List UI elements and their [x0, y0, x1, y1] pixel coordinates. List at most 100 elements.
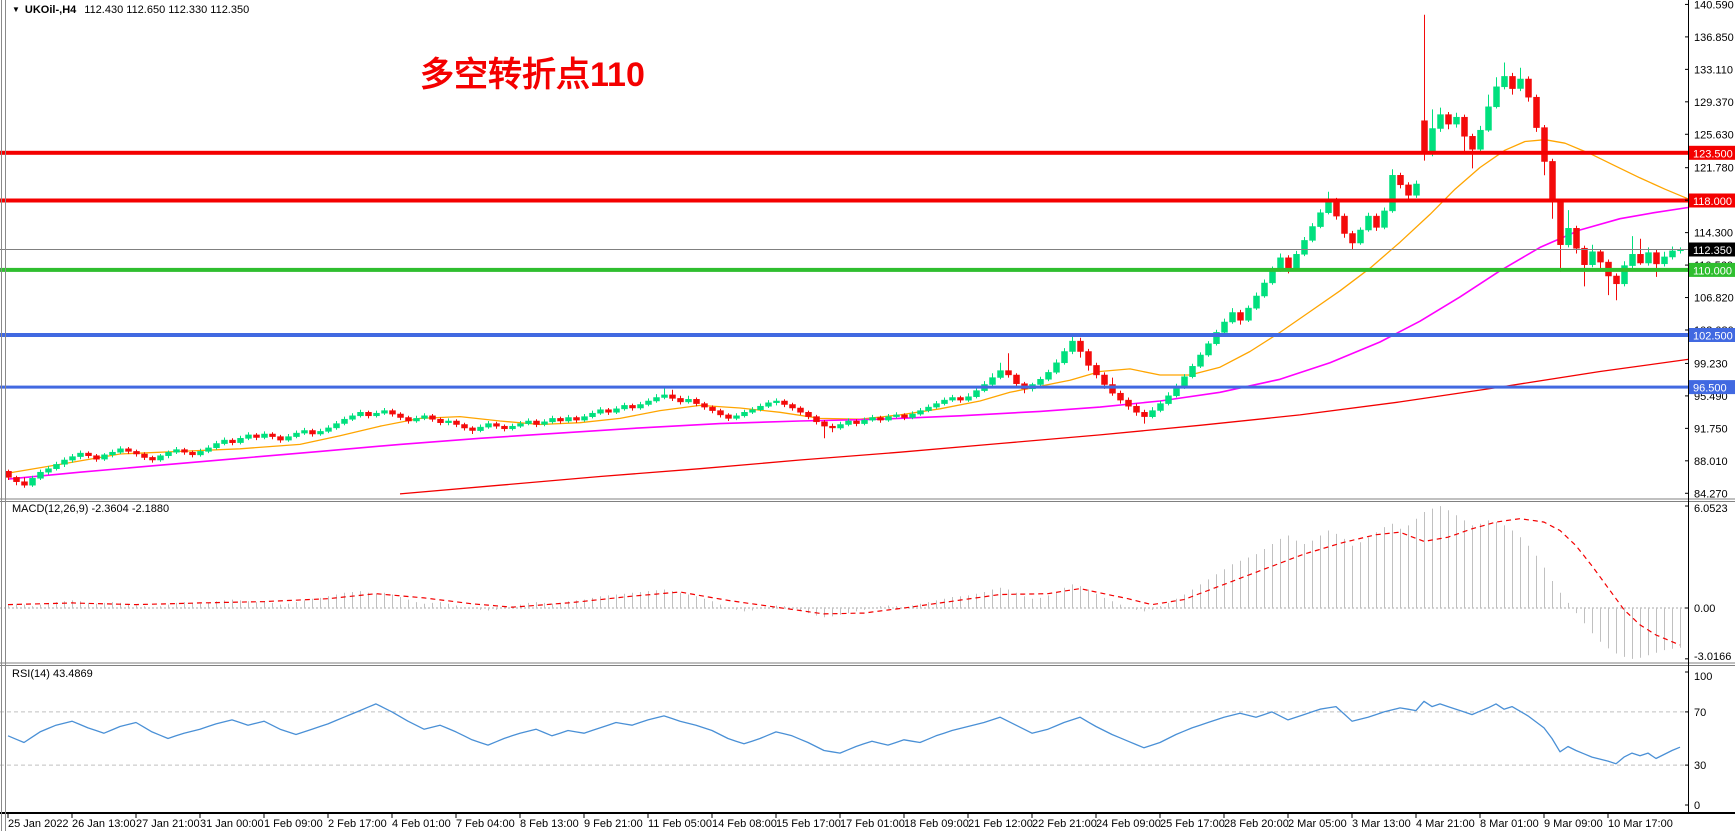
candle-down — [397, 413, 404, 418]
candle-down — [1597, 251, 1604, 263]
price-badge-label: 102.500 — [1693, 331, 1733, 343]
price-badge-118.000 — [1689, 193, 1735, 208]
candle-up — [637, 404, 644, 409]
macd-panel[interactable] — [0, 502, 1688, 663]
price-axis-label: 125.630 — [1694, 129, 1734, 141]
candle-down — [1397, 175, 1404, 186]
price-badge-label: 112.350 — [1693, 245, 1732, 257]
candle-up — [245, 434, 252, 439]
candle-up — [117, 448, 124, 453]
candle-up — [477, 426, 484, 431]
price-axis-label: 88.010 — [1694, 456, 1728, 468]
candle-up — [1309, 226, 1316, 241]
candle-up — [653, 397, 660, 402]
candle-up — [1621, 265, 1628, 285]
candle-down — [189, 451, 196, 456]
candle-up — [1429, 128, 1436, 154]
candle-up — [157, 455, 164, 461]
candle-up — [965, 396, 972, 401]
time-axis-label: 25 Jan 2022 — [8, 818, 69, 830]
candle-down — [1509, 76, 1516, 89]
candle-down — [789, 404, 796, 409]
candle-up — [301, 430, 308, 434]
pivot-110-line[interactable] — [0, 267, 1688, 272]
time-axis-label: 7 Feb 04:00 — [456, 818, 515, 830]
time-axis-label: 8 Mar 01:00 — [1480, 818, 1539, 830]
time-axis-label: 17 Feb 01:00 — [840, 818, 905, 830]
candle-down — [1405, 184, 1412, 196]
candle-down — [141, 453, 148, 458]
resistance-118-line[interactable] — [0, 198, 1688, 203]
candle-up — [1389, 175, 1396, 212]
candle-up — [1477, 129, 1484, 150]
candle-down — [1093, 365, 1100, 376]
macd-indicator-label: MACD(12,26,9) -2.3604 -2.1880 — [12, 503, 170, 515]
candle-down — [1117, 392, 1124, 401]
candle-up — [285, 436, 292, 441]
support-96.5-line[interactable] — [0, 385, 1688, 389]
candle-down — [1421, 120, 1428, 154]
candle-up — [69, 456, 76, 461]
candle-down — [277, 436, 284, 441]
price-axis-label: 84.270 — [1694, 488, 1728, 500]
candle-up — [61, 459, 68, 465]
resistance-123.5-line[interactable] — [0, 150, 1688, 155]
candle-up — [213, 443, 220, 449]
candle-down — [1013, 374, 1020, 384]
candle-up — [1437, 114, 1444, 129]
candle-down — [1549, 161, 1556, 203]
candle-down — [429, 415, 436, 420]
candle-up — [381, 410, 388, 414]
candle-up — [445, 420, 452, 423]
ma-slow-red — [399, 358, 1689, 495]
candle-down — [1237, 312, 1244, 321]
candle-down — [1469, 136, 1476, 150]
candle-up — [597, 409, 604, 414]
candle-up — [973, 390, 980, 397]
price-axis-label: 136.850 — [1694, 32, 1734, 44]
candle-up — [869, 417, 876, 421]
candle-up — [565, 417, 572, 422]
price-axis-label: 129.370 — [1694, 97, 1734, 109]
candle-up — [53, 464, 60, 469]
candle-up — [1197, 354, 1204, 367]
candle-down — [813, 416, 820, 423]
candle-up — [773, 400, 780, 403]
candle-up — [581, 416, 588, 421]
candle-up — [1221, 321, 1228, 333]
candle-up — [1189, 366, 1196, 377]
macd-axis-label: -3.0166 — [1694, 651, 1731, 663]
price-badge-112.350 — [1689, 242, 1735, 257]
candle-up — [109, 451, 116, 456]
candle-down — [901, 414, 908, 418]
candle-down — [669, 394, 676, 399]
candle-up — [1413, 183, 1420, 196]
time-axis-label: 2 Mar 05:00 — [1288, 818, 1347, 830]
candle-up — [525, 420, 532, 424]
candle-up — [621, 405, 628, 410]
candle-up — [1501, 76, 1508, 88]
symbol-header[interactable]: ▼ UKOil-,H4 112.430 112.650 112.330 112.35… — [12, 4, 249, 16]
candle-down — [229, 439, 236, 443]
candle-up — [1669, 250, 1676, 258]
symbol-ohlc-values: 112.430 112.650 112.330 112.350 — [84, 4, 250, 16]
time-axis-label: 14 Feb 08:00 — [712, 818, 777, 830]
candle-up — [1253, 295, 1260, 309]
current-price-line[interactable] — [0, 249, 1688, 250]
candle-up — [1213, 332, 1220, 344]
rsi-panel[interactable] — [0, 666, 1688, 813]
price-axis-label: 91.750 — [1694, 423, 1728, 435]
candle-down — [437, 418, 444, 423]
candle-up — [1381, 210, 1388, 228]
candle-down — [677, 398, 684, 403]
candle-down — [1373, 215, 1380, 228]
price-axis-label: 106.820 — [1694, 293, 1734, 305]
price-axis-label: 140.590 — [1694, 0, 1734, 11]
candle-down — [125, 448, 132, 452]
support-102.5-line[interactable] — [0, 333, 1688, 337]
time-axis-label: 3 Mar 13:00 — [1352, 818, 1411, 830]
symbol-dropdown-icon[interactable]: ▼ — [12, 5, 20, 14]
macd-axis-label: 6.0523 — [1694, 503, 1728, 515]
candle-down — [269, 433, 276, 437]
